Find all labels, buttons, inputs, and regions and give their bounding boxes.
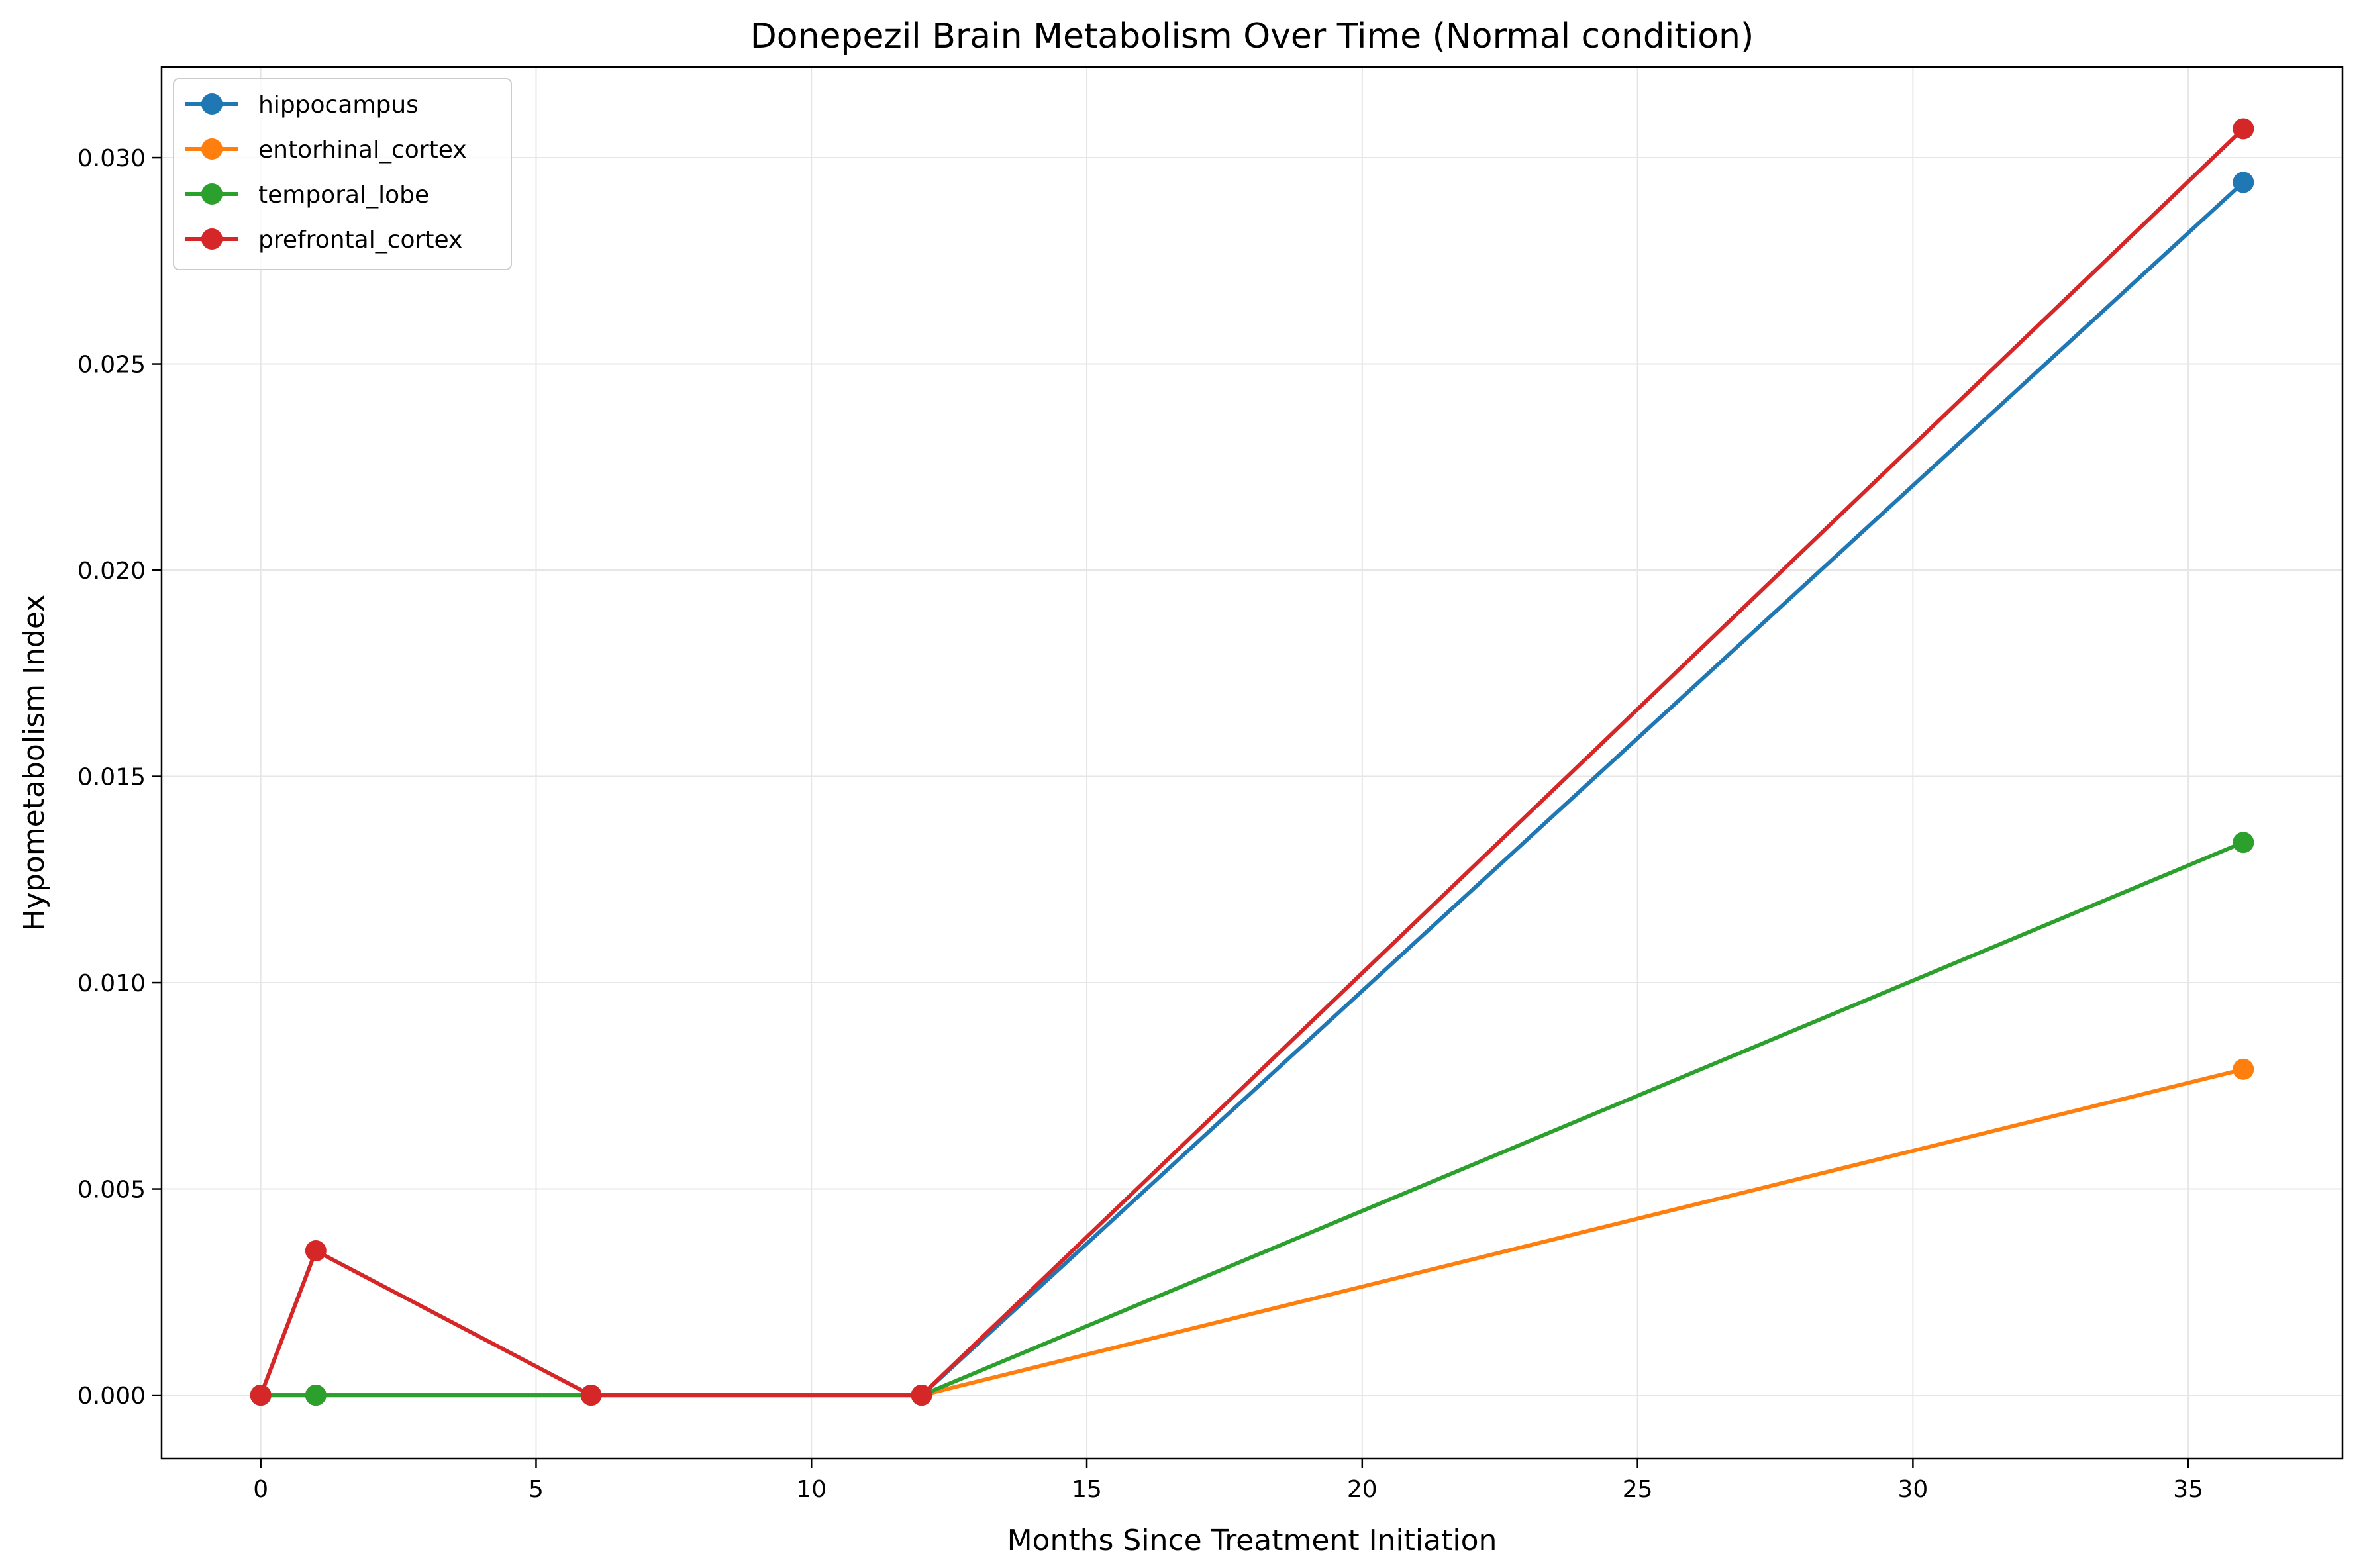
legend: hippocampus entorhinal_cortex temporal_lob… bbox=[173, 78, 512, 270]
legend-swatch-marker bbox=[201, 138, 223, 160]
legend-label: hippocampus bbox=[258, 91, 419, 119]
legend-label: prefrontal_cortex bbox=[258, 226, 462, 254]
data-point bbox=[911, 1385, 932, 1406]
y-tick-label: 0.025 bbox=[77, 352, 146, 379]
data-point bbox=[2233, 1058, 2254, 1080]
x-tick-label: 15 bbox=[1072, 1476, 1102, 1503]
legend-item: hippocampus bbox=[185, 91, 419, 119]
data-point bbox=[2233, 172, 2254, 193]
y-tick-label: 0.010 bbox=[77, 970, 146, 997]
y-tick-label: 0.015 bbox=[77, 764, 146, 791]
data-point bbox=[305, 1240, 327, 1262]
y-tick-label: 0.005 bbox=[77, 1177, 146, 1204]
x-tick-label: 20 bbox=[1347, 1476, 1378, 1503]
legend-swatch-marker bbox=[201, 93, 223, 115]
y-tick-label: 0.030 bbox=[77, 145, 146, 172]
data-point bbox=[2233, 118, 2254, 140]
chart-title: Donepezil Brain Metabolism Over Time (No… bbox=[750, 17, 1754, 56]
series-prefrontal-cortex bbox=[250, 118, 2254, 1406]
x-tick-label: 30 bbox=[1897, 1476, 1928, 1503]
y-tick-label: 0.020 bbox=[77, 558, 146, 585]
x-tick-label: 5 bbox=[528, 1476, 544, 1503]
plot-frame bbox=[160, 66, 2344, 1460]
legend-item: entorhinal_cortex bbox=[185, 136, 467, 164]
data-point bbox=[305, 1385, 327, 1406]
tick-layer: 0 5 10 15 20 25 30 35 0.000 0.005 0.010 0.015 0.020 0… bbox=[77, 145, 2203, 1503]
data-point bbox=[250, 1385, 272, 1406]
series-layer bbox=[250, 118, 2254, 1406]
y-axis-label: Hypometabolism Index bbox=[17, 595, 51, 931]
y-tick-label: 0.000 bbox=[77, 1383, 146, 1410]
legend-swatch-marker bbox=[201, 228, 223, 250]
x-tick-label: 25 bbox=[1623, 1476, 1653, 1503]
data-point bbox=[2233, 832, 2254, 854]
legend-item: prefrontal_cortex bbox=[185, 226, 462, 254]
x-tick-label: 35 bbox=[2173, 1476, 2203, 1503]
x-axis-label: Months Since Treatment Initiation bbox=[1007, 1524, 1497, 1557]
legend-label: entorhinal_cortex bbox=[258, 136, 467, 164]
legend-item: temporal_lobe bbox=[185, 181, 429, 209]
legend-label: temporal_lobe bbox=[258, 181, 429, 209]
legend-box bbox=[173, 78, 512, 270]
x-tick-label: 0 bbox=[253, 1476, 268, 1503]
x-tick-label: 10 bbox=[796, 1476, 827, 1503]
legend-swatch-marker bbox=[201, 183, 223, 205]
data-point bbox=[580, 1385, 602, 1406]
